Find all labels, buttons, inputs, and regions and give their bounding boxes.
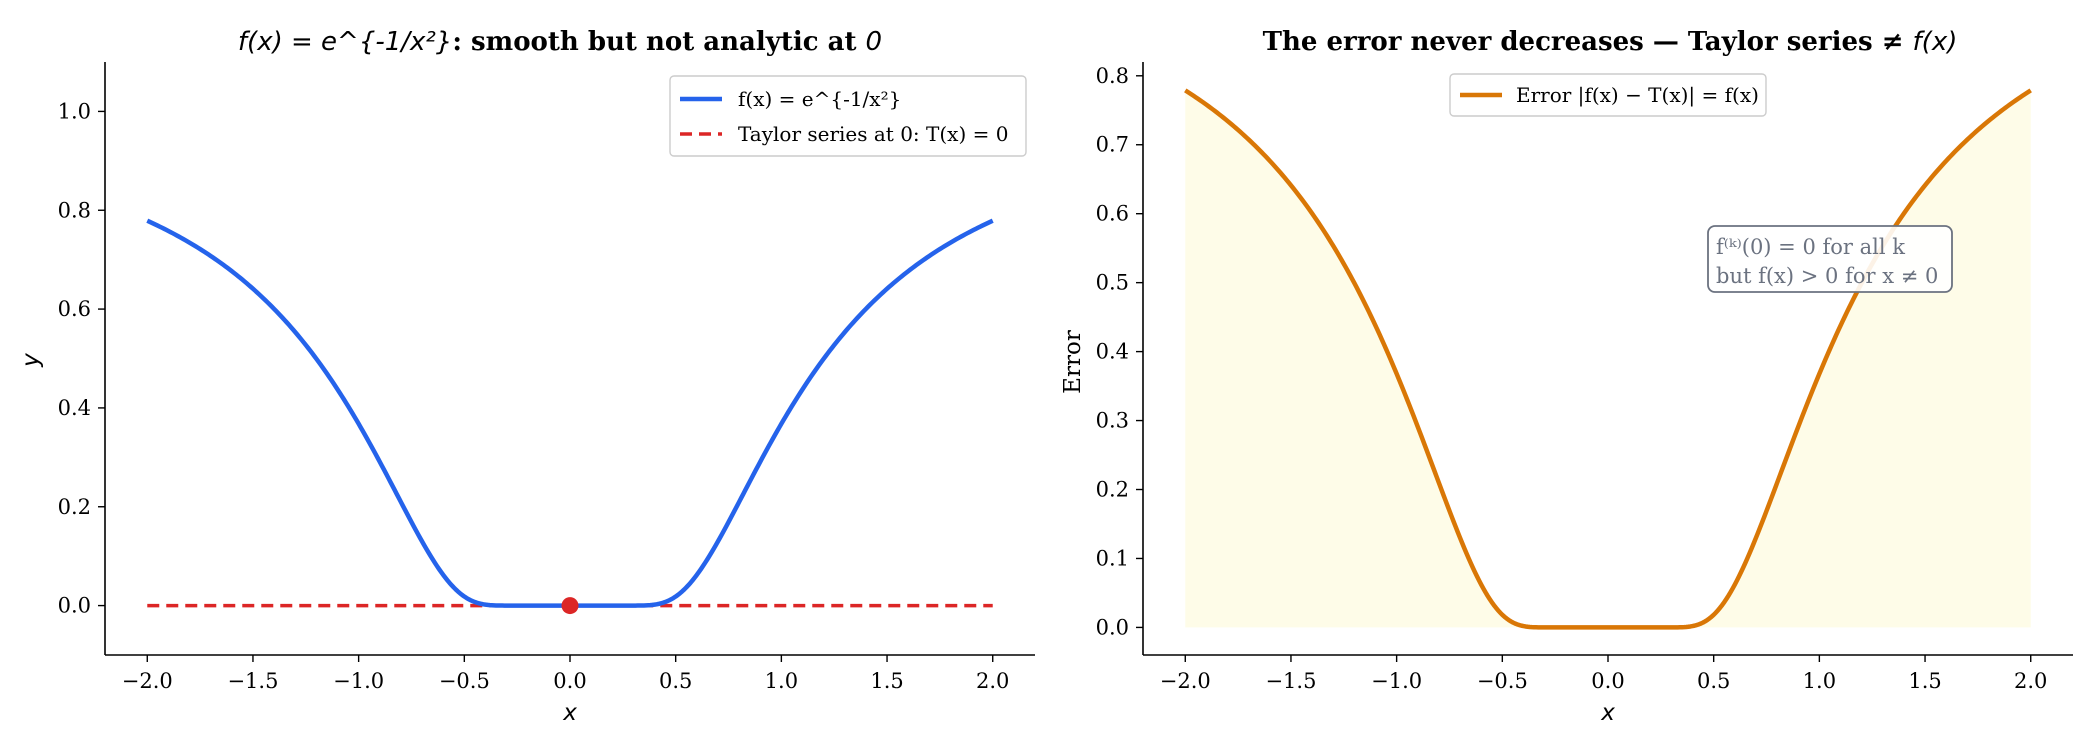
right-x-tick-label: −2.0 (1160, 669, 1211, 693)
right-y-tick-label: 0.0 (1096, 615, 1129, 639)
left-x-tick-label: 1.5 (870, 669, 903, 693)
right-x-tick-label: −0.5 (1477, 669, 1528, 693)
right-x-tick-label: 0.0 (1591, 669, 1624, 693)
left-title-math: f(x) = e^{-1/x²} (238, 27, 453, 57)
right-x-tick-label: −1.0 (1371, 669, 1422, 693)
left-y-axis-label: y (18, 353, 44, 368)
right-title-math: f(x) (1913, 27, 1958, 57)
right-y-tick-label: 0.7 (1096, 133, 1129, 157)
left-chart: f(x) = e^{-1/x²}: smooth but not analyti… (18, 27, 1035, 726)
left-y-tick-label: 0.8 (58, 198, 91, 222)
right-legend-box (1449, 73, 1767, 117)
annotation-line: f⁽ᵏ⁾(0) = 0 for all k (1716, 235, 1905, 259)
left-x-tick-label: −1.0 (333, 669, 384, 693)
right-y-tick-label: 0.3 (1096, 409, 1129, 433)
left-legend-box (669, 75, 1027, 157)
left-x-tick-label: 0.5 (659, 669, 692, 693)
right-y-tick-label: 0.4 (1096, 340, 1129, 364)
right-chart-title: The error never decreases — Taylor serie… (1263, 27, 1958, 57)
right-y-tick-label: 0.2 (1096, 478, 1129, 502)
left-y-tick-label: 0.2 (58, 495, 91, 519)
right-legend-label: Error |f(x) − T(x)| = f(x) (1516, 83, 1759, 108)
annotation: f⁽ᵏ⁾(0) = 0 for all k but f(x) > 0 for x … (1707, 225, 1953, 293)
left-x-tick-label: 0.0 (553, 669, 586, 693)
right-x-axis-label: x (1600, 700, 1615, 726)
left-x-tick-label: 1.0 (765, 669, 798, 693)
left-x-axis-label: x (562, 700, 577, 726)
left-y-tick-label: 0.6 (58, 297, 91, 321)
left-x-tick-label: −0.5 (439, 669, 490, 693)
right-y-tick-label: 0.1 (1096, 546, 1129, 570)
left-y-tick-label: 0.4 (58, 396, 91, 420)
right-x-tick-label: 0.5 (1697, 669, 1730, 693)
right-chart: The error never decreases — Taylor serie… (1060, 27, 2073, 726)
left-title-zero: 0 (866, 27, 883, 57)
right-y-tick-label: 0.8 (1096, 64, 1129, 88)
function-curve (146, 218, 994, 608)
annotation-line: but f(x) > 0 for x ≠ 0 (1716, 264, 1938, 288)
left-y-tick-label: 0.0 (58, 594, 91, 618)
left-legend-label: Taylor series at 0: T(x) = 0 (738, 122, 1008, 146)
left-x-tick-label: −2.0 (122, 669, 173, 693)
left-legend: f(x) = e^{-1/x²} Taylor series at 0: T(x)… (669, 75, 1027, 157)
right-x-tick-label: 1.0 (1803, 669, 1836, 693)
left-x-tick-label: 2.0 (976, 669, 1009, 693)
right-x-tick-label: −1.5 (1265, 669, 1316, 693)
left-title-text: : smooth but not analytic at (452, 27, 865, 57)
left-y-tick-label: 1.0 (58, 99, 91, 123)
right-legend: Error |f(x) − T(x)| = f(x) (1449, 73, 1767, 117)
origin-marker (561, 597, 579, 615)
right-x-tick-label: 1.5 (1908, 669, 1941, 693)
annotation-box (1707, 225, 1953, 293)
left-legend-label: f(x) = e^{-1/x²} (738, 87, 901, 111)
left-x-tick-label: −1.5 (227, 669, 278, 693)
right-y-tick-label: 0.5 (1096, 271, 1129, 295)
right-y-axis-label: Error (1060, 330, 1086, 394)
right-title-text: The error never decreases — Taylor serie… (1263, 27, 1913, 57)
right-y-tick-label: 0.6 (1096, 202, 1129, 226)
left-chart-title: f(x) = e^{-1/x²}: smooth but not analyti… (238, 27, 882, 57)
right-x-tick-label: 2.0 (2014, 669, 2047, 693)
error-area-fill (1185, 90, 2031, 628)
